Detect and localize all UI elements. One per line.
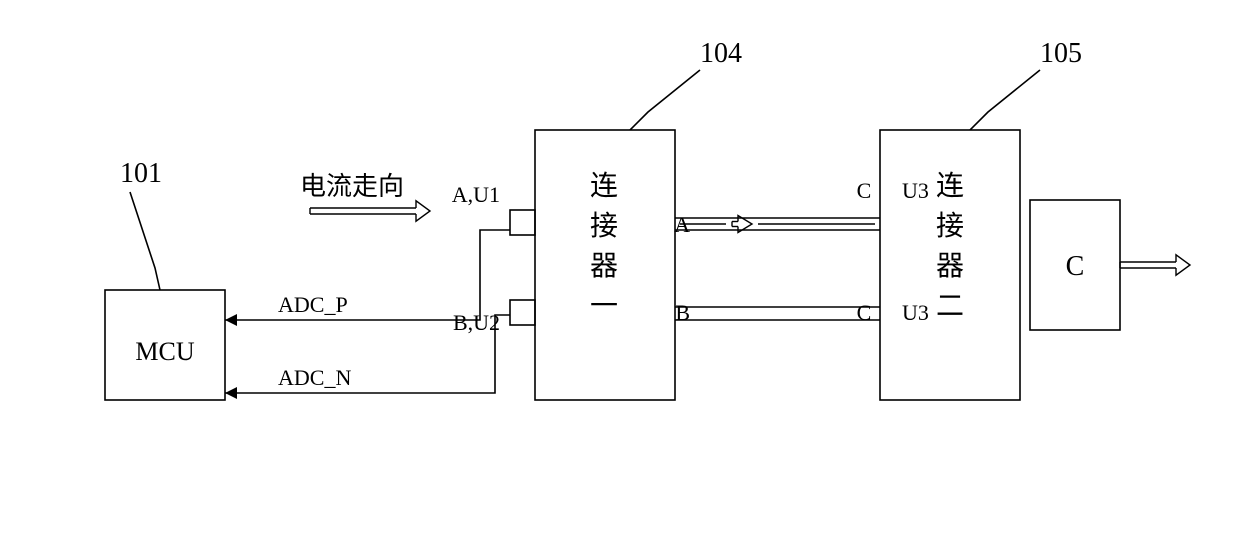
ref-104: 104 <box>700 38 742 69</box>
ref-101: 101 <box>120 158 162 189</box>
arrow-adc-p-head <box>225 314 237 326</box>
ref-105: 105 <box>1040 38 1082 69</box>
block-output-c: C <box>1030 200 1120 330</box>
block-mcu-label: MCU <box>135 337 194 366</box>
pin-label-conn2-U3-top: U3 <box>902 178 929 203</box>
block-connector-2: 连接器二 C U3 C U3 <box>857 130 1020 400</box>
arrow-adc-n-head <box>225 387 237 399</box>
diagram-canvas: MCU 连接器一 A B 连接器二 C U3 C U3 C A,U1 B,U2 … <box>0 0 1240 536</box>
block-connector-2-label: 连接器二 <box>936 170 964 322</box>
block-output-c-label: C <box>1066 251 1085 282</box>
block-connector-1: 连接器一 A B <box>535 130 690 400</box>
block-mcu: MCU <box>105 290 225 400</box>
pad-a-u1-label: A,U1 <box>452 182 500 207</box>
pad-b-u2 <box>510 300 535 325</box>
block-connector-1-label: 连接器一 <box>590 170 618 322</box>
wire-adc-p <box>225 230 510 320</box>
pin-label-conn2-U3-bot: U3 <box>902 300 929 325</box>
label-current-direction: 电流走向 <box>300 172 404 201</box>
pin-label-conn1-B: B <box>675 300 690 325</box>
leader-101 <box>130 192 160 290</box>
label-adc-n: ADC_N <box>278 365 351 390</box>
arrow-current-direction <box>310 201 430 221</box>
leader-105 <box>970 70 1040 130</box>
pin-label-conn2-C-bot: C <box>857 300 872 325</box>
label-adc-p: ADC_P <box>278 292 348 317</box>
pad-a-u1 <box>510 210 535 235</box>
pin-label-conn2-C-top: C <box>857 178 872 203</box>
leader-104 <box>630 70 700 130</box>
pad-b-u2-label: B,U2 <box>453 310 500 335</box>
arrow-output <box>1120 255 1190 275</box>
